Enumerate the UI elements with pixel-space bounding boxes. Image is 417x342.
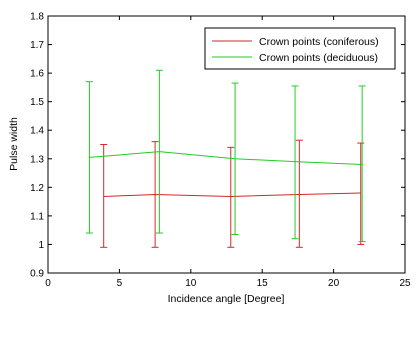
x-tick-label: 25 bbox=[399, 278, 411, 289]
x-tick-label: 5 bbox=[117, 278, 123, 289]
x-tick-label: 15 bbox=[257, 278, 269, 289]
error-bar bbox=[85, 81, 93, 234]
y-tick-label: 1.6 bbox=[30, 69, 44, 80]
error-bar bbox=[155, 69, 163, 234]
x-tick-label: 10 bbox=[185, 278, 197, 289]
legend-box bbox=[204, 27, 396, 70]
y-tick-label: 1.3 bbox=[30, 154, 44, 165]
y-tick-label: 0.9 bbox=[30, 269, 44, 280]
y-axis-ticks: 0.9 1 1.1 1.2 1.3 1.4 1.5 1.6 1.7 1.8 bbox=[30, 12, 405, 280]
x-axis-ticks: 0 5 10 15 20 25 bbox=[45, 16, 411, 289]
x-tick-label: 0 bbox=[45, 278, 51, 289]
y-tick-label: 1.5 bbox=[30, 97, 44, 108]
y-tick-label: 1.4 bbox=[30, 126, 44, 137]
legend-items: Crown points (coniferous) Crown points (d… bbox=[212, 36, 379, 64]
legend-label: Crown points (deciduous) bbox=[259, 52, 378, 64]
series-layer bbox=[85, 69, 366, 248]
legend-label: Crown points (coniferous) bbox=[259, 36, 379, 48]
error-bar bbox=[151, 141, 159, 248]
error-bar bbox=[295, 139, 303, 248]
y-axis-label: Pulse width bbox=[8, 117, 20, 171]
error-bar bbox=[231, 82, 239, 235]
error-bar bbox=[100, 144, 108, 248]
y-tick-label: 1.1 bbox=[30, 211, 44, 222]
y-tick-label: 1.2 bbox=[30, 183, 44, 194]
legend: Crown points (coniferous) Crown points (d… bbox=[204, 27, 396, 70]
x-tick-label: 20 bbox=[328, 278, 340, 289]
y-tick-label: 1 bbox=[38, 240, 44, 251]
error-bar bbox=[357, 142, 365, 245]
error-bar bbox=[358, 85, 366, 243]
y-tick-label: 1.8 bbox=[30, 12, 44, 23]
series-coniferous bbox=[100, 139, 365, 248]
y-tick-label: 1.7 bbox=[30, 40, 44, 51]
series-deciduous bbox=[85, 69, 366, 243]
x-axis-label: Incidence angle [Degree] bbox=[168, 293, 285, 305]
error-bar bbox=[291, 85, 299, 240]
error-bar bbox=[227, 146, 235, 248]
